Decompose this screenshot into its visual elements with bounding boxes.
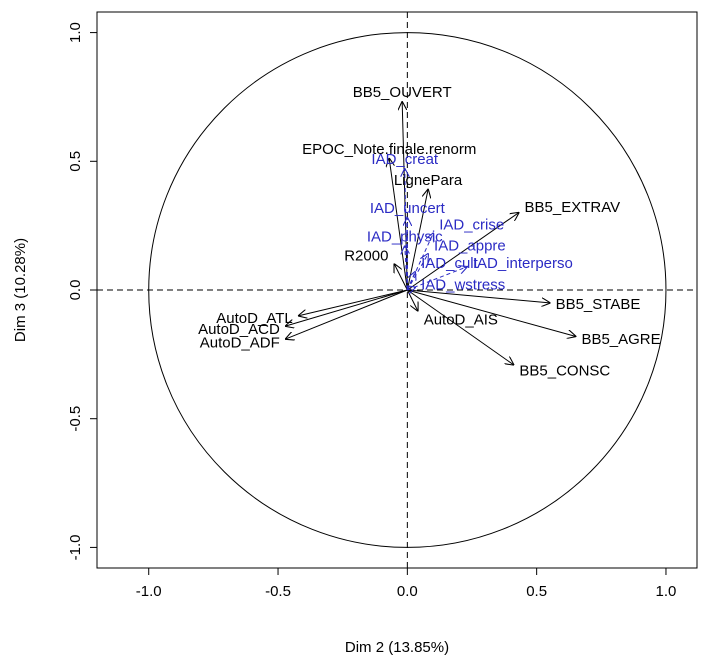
x-axis-title: Dim 2 (13.85%) xyxy=(345,639,449,656)
labels-layer: BB5_OUVERT EPOC_Note.finale.renorm LignePa… xyxy=(198,84,661,379)
label-r2000: R2000 xyxy=(344,247,388,264)
y-tick-label: -1.0 xyxy=(67,534,84,560)
vector-bb5-extrav xyxy=(407,213,518,291)
vector-bb5-agre xyxy=(407,289,575,336)
vector-bb5-consc xyxy=(407,289,513,365)
y-tick-label: -0.5 xyxy=(67,406,84,432)
label-iad-creat: IAD_creat xyxy=(371,151,439,168)
y-axis-title: Dim 3 (10.28%) xyxy=(12,238,29,342)
vector-iad-creat xyxy=(405,169,408,291)
x-tick-label: -1.0 xyxy=(136,583,162,600)
vector-epoc-note-finale-renorm xyxy=(389,159,408,291)
vector-autod-adf xyxy=(286,289,408,339)
x-tick-label: 0.0 xyxy=(397,583,418,600)
label-iad-wstress: IAD_wstress xyxy=(421,276,505,293)
label-autod-ais: AutoD_AIS xyxy=(424,312,498,329)
label-bb5-agre: BB5_AGRE xyxy=(581,331,660,348)
label-bb5-ouvert: BB5_OUVERT xyxy=(353,84,452,101)
y-tick-label: 0.0 xyxy=(67,280,84,301)
zero-reference-lines xyxy=(97,12,697,568)
label-iad-appre: IAD_appre xyxy=(434,237,506,254)
label-iad-interperso: IAD_interperso xyxy=(473,255,573,272)
vector-autod-atl xyxy=(299,289,408,316)
vector-iad-wstress xyxy=(407,287,415,290)
label-bb5-consc: BB5_CONSC xyxy=(519,362,610,379)
x-tick-label: -0.5 xyxy=(265,583,291,600)
y-tick-label: 1.0 xyxy=(67,22,84,43)
y-tick-label: 0.5 xyxy=(67,151,84,172)
label-autod-atl: AutoD_ATL xyxy=(216,310,292,327)
x-tick-label: 1.0 xyxy=(656,583,677,600)
label-lignepara: LignePara xyxy=(394,172,463,189)
label-iad-uncert: IAD_uncert xyxy=(370,200,446,217)
label-bb5-stabe: BB5_STABE xyxy=(556,296,641,313)
x-tick-label: 0.5 xyxy=(526,583,547,600)
axes: -1.0 -0.5 0.0 0.5 1.0 -1.0 -0.5 0.0 0.5 1.0 xyxy=(67,22,676,600)
vector-iad-physic xyxy=(405,246,408,291)
label-epoc-note-finale-renorm: EPOC_Note.finale.renorm xyxy=(302,141,476,158)
label-iad-crise: IAD_crise xyxy=(439,216,504,233)
vector-iad-interperso xyxy=(407,267,466,291)
vectors-layer xyxy=(286,102,576,365)
label-autod-acd: AutoD_ACD xyxy=(198,321,280,338)
vector-bb5-stabe xyxy=(407,289,549,303)
label-iad-physic: IAD_physic xyxy=(367,228,443,245)
vector-autod-acd xyxy=(286,289,408,326)
label-autod-adf: AutoD_ADF xyxy=(200,335,280,352)
label-iad-cult: IAD_cult xyxy=(421,255,479,272)
vector-r2000 xyxy=(394,264,408,291)
label-bb5-extrav: BB5_EXTRAV xyxy=(525,199,621,216)
